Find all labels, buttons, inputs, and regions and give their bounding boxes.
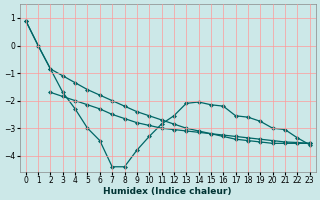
X-axis label: Humidex (Indice chaleur): Humidex (Indice chaleur) [103,187,232,196]
